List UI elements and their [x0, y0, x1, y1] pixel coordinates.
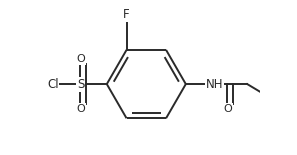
Text: O: O	[223, 104, 232, 114]
Text: F: F	[123, 8, 130, 21]
Text: O: O	[76, 54, 85, 64]
Text: S: S	[77, 78, 84, 91]
Text: NH: NH	[206, 78, 223, 91]
Text: Cl: Cl	[47, 78, 59, 91]
Text: O: O	[76, 104, 85, 114]
